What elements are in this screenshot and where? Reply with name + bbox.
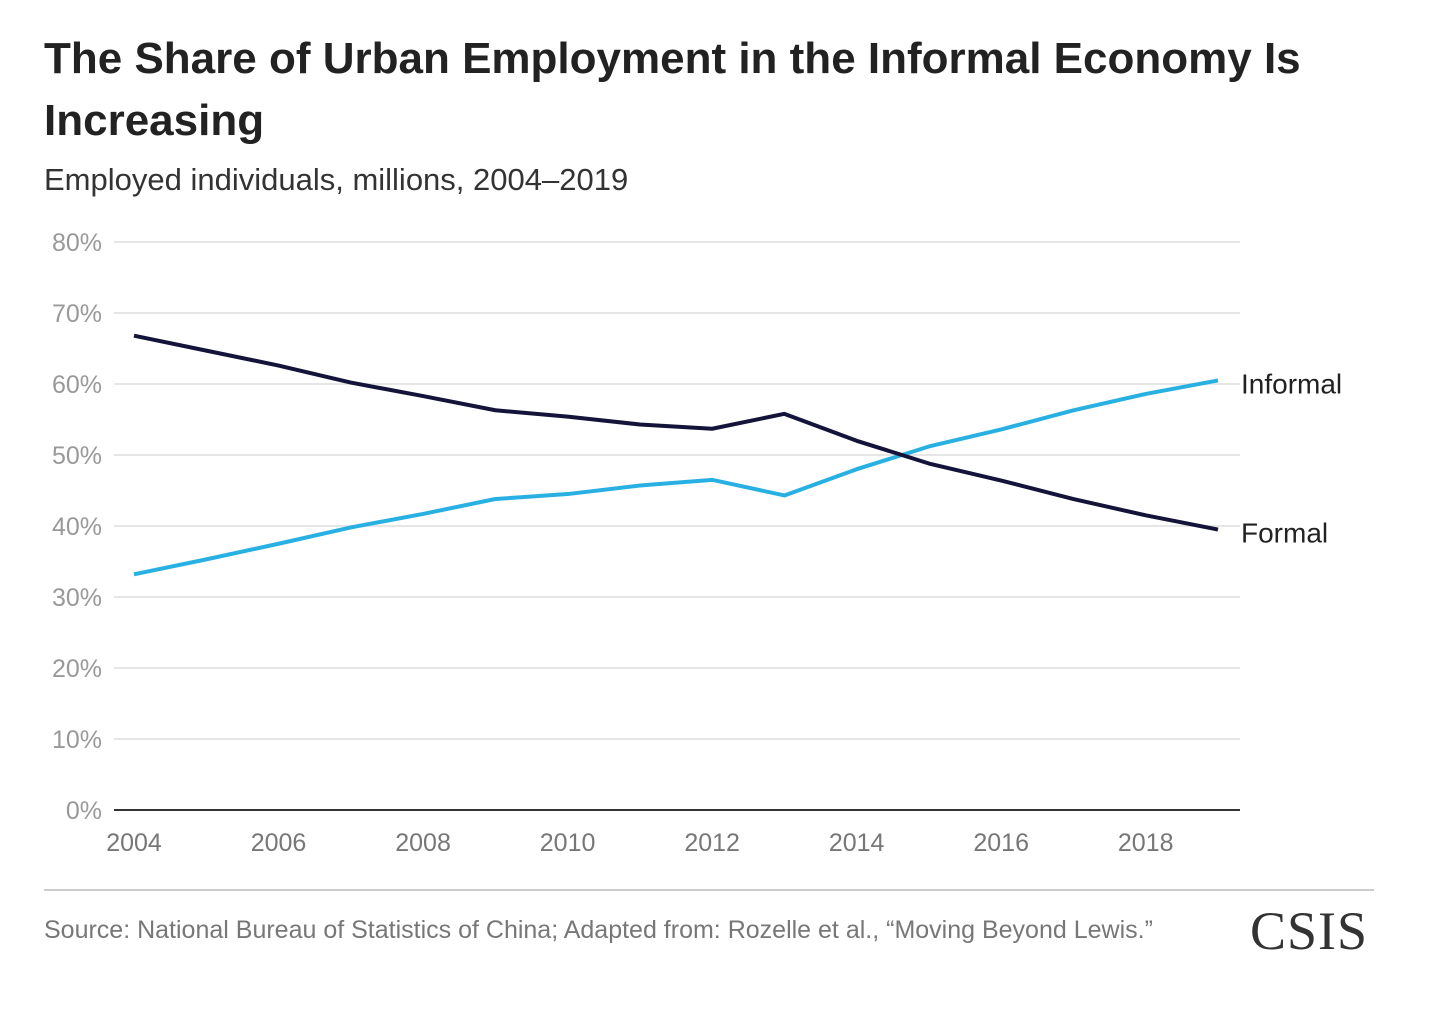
series-label-informal: Informal [1241, 368, 1342, 399]
x-tick-label: 2006 [251, 829, 307, 857]
y-tick-label: 60% [52, 371, 102, 399]
y-tick-label: 50% [52, 442, 102, 470]
source-note: Source: National Bureau of Statistics of… [44, 916, 1153, 944]
y-tick-label: 70% [52, 300, 102, 328]
y-tick-label: 40% [52, 513, 102, 541]
series-label-formal: Formal [1241, 518, 1328, 549]
x-tick-label: 2004 [106, 829, 162, 857]
divider [44, 889, 1374, 891]
x-tick-label: 2012 [684, 829, 740, 857]
x-tick-label: 2014 [829, 829, 885, 857]
y-tick-label: 0% [66, 797, 102, 825]
chart-subtitle: Employed individuals, millions, 2004–201… [44, 162, 629, 197]
y-tick-label: 10% [52, 726, 102, 754]
series-line-informal [133, 378, 1219, 577]
x-tick-label: 2016 [973, 829, 1029, 857]
x-tick-label: 2010 [540, 829, 596, 857]
x-tick-label: 2018 [1118, 829, 1174, 857]
x-tick-label: 2008 [395, 829, 451, 857]
line-chart: 0% 10% 20% 30% 40% 50% 60% 70% 80% 2004 2006 2008 20… [52, 229, 1342, 857]
chart-title: The Share of Urban Employment in the Inf… [44, 34, 1301, 145]
y-tick-label: 30% [52, 584, 102, 612]
y-tick-label: 80% [52, 229, 102, 257]
y-tick-label: 20% [52, 655, 102, 683]
csis-logo: CSIS [1250, 901, 1369, 961]
series-line-formal [133, 333, 1219, 532]
